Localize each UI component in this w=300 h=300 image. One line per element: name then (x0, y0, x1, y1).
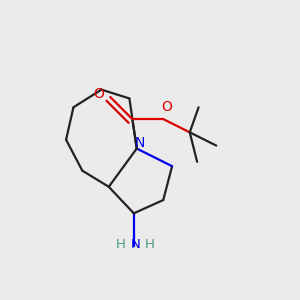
Text: N: N (130, 238, 140, 251)
Text: O: O (161, 100, 172, 114)
Text: H: H (116, 238, 125, 251)
Text: H: H (145, 238, 155, 251)
Text: N: N (134, 136, 145, 150)
Text: O: O (93, 87, 104, 101)
